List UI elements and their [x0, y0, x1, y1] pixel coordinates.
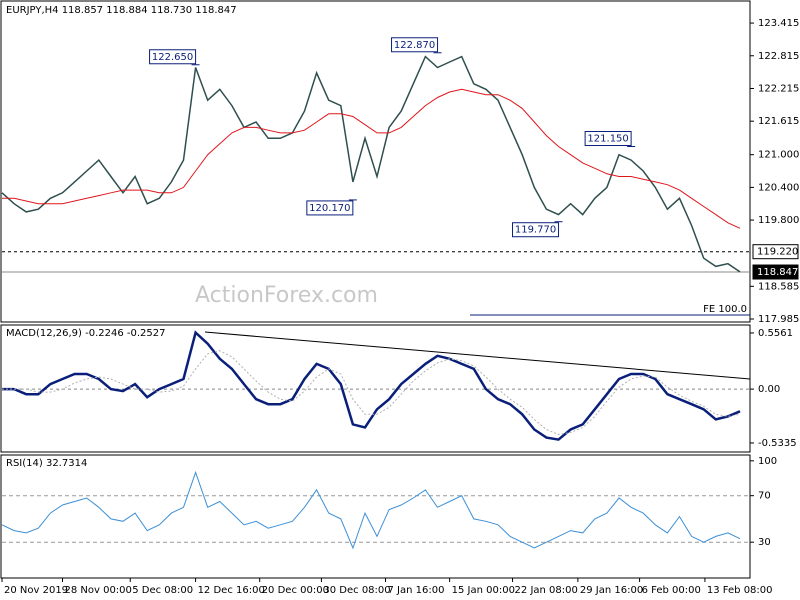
macd-panel [0, 324, 751, 453]
x-tick-label: 30 Dec 08:00 [323, 585, 390, 596]
x-tick-label: 5 Dec 08:00 [132, 585, 193, 596]
y-tick-label: 119.800 [758, 215, 799, 226]
series-line [2, 350, 741, 436]
y-tick-label: 0.5561 [758, 328, 793, 339]
y-tick-label: 118.585 [758, 281, 799, 292]
x-tick-label: 12 Dec 16:00 [198, 585, 265, 596]
price-panel [0, 0, 751, 323]
annotation-label: 122.870 [394, 40, 435, 51]
annotation-label: 122.650 [152, 52, 193, 63]
annotation-label: 121.150 [587, 134, 628, 145]
annotation-box [149, 49, 197, 65]
x-tick-label: 28 Nov 00:00 [64, 585, 131, 596]
x-tick-label: 7 Jan 16:00 [388, 585, 445, 596]
watermark: ActionForex.com [195, 283, 378, 308]
price-title: EURJPY,H4 118.857 118.884 118.730 118.84… [6, 5, 237, 16]
x-tick-label: 29 Jan 16:00 [580, 585, 643, 596]
x-tick-label: 22 Jan 08:00 [515, 585, 578, 596]
y-tick-label: 121.000 [758, 150, 799, 161]
y-tick-label: 122.815 [758, 51, 799, 62]
x-tick-label: 20 Nov 2019 [4, 585, 68, 596]
annotation-box [391, 37, 439, 53]
level-label: 118.847 [757, 267, 798, 278]
fe-label: FE 100.0 [703, 304, 747, 315]
annotation-box [584, 131, 632, 147]
y-tick-label: 120.400 [758, 182, 799, 193]
series-line [2, 330, 741, 441]
annotation-box [512, 222, 560, 238]
macd-trendline [204, 331, 751, 380]
annotation-label: 120.170 [309, 203, 350, 214]
x-tick-label: 15 Jan 00:00 [452, 585, 515, 596]
y-tick-label: 123.415 [758, 18, 799, 29]
series-line [2, 88, 741, 229]
x-tick-label: 6 Feb 00:00 [642, 585, 701, 596]
y-tick-label: 0.00 [758, 384, 780, 395]
rsi-panel [0, 454, 751, 579]
y-tick-label: 117.985 [758, 314, 799, 325]
y-tick-label: 70 [758, 491, 771, 502]
level-label: 119.220 [757, 247, 798, 258]
y-tick-label: 121.615 [758, 116, 799, 127]
annotation-label: 119.770 [515, 225, 556, 236]
y-tick-label: 30 [758, 537, 771, 548]
y-tick-label: 122.215 [758, 83, 799, 94]
level-box [752, 264, 799, 280]
y-tick-label: -0.5335 [758, 438, 797, 449]
annotation-box [306, 200, 354, 216]
level-box [752, 244, 799, 260]
series-line [1, 470, 741, 550]
x-tick-label: 20 Dec 00:00 [262, 585, 329, 596]
rsi-title: RSI(14) 32.7314 [6, 458, 87, 469]
x-tick-label: 13 Feb 08:00 [707, 585, 773, 596]
macd-title: MACD(12,26,9) -0.2246 -0.2527 [6, 328, 166, 339]
y-tick-label: 100 [758, 456, 777, 467]
